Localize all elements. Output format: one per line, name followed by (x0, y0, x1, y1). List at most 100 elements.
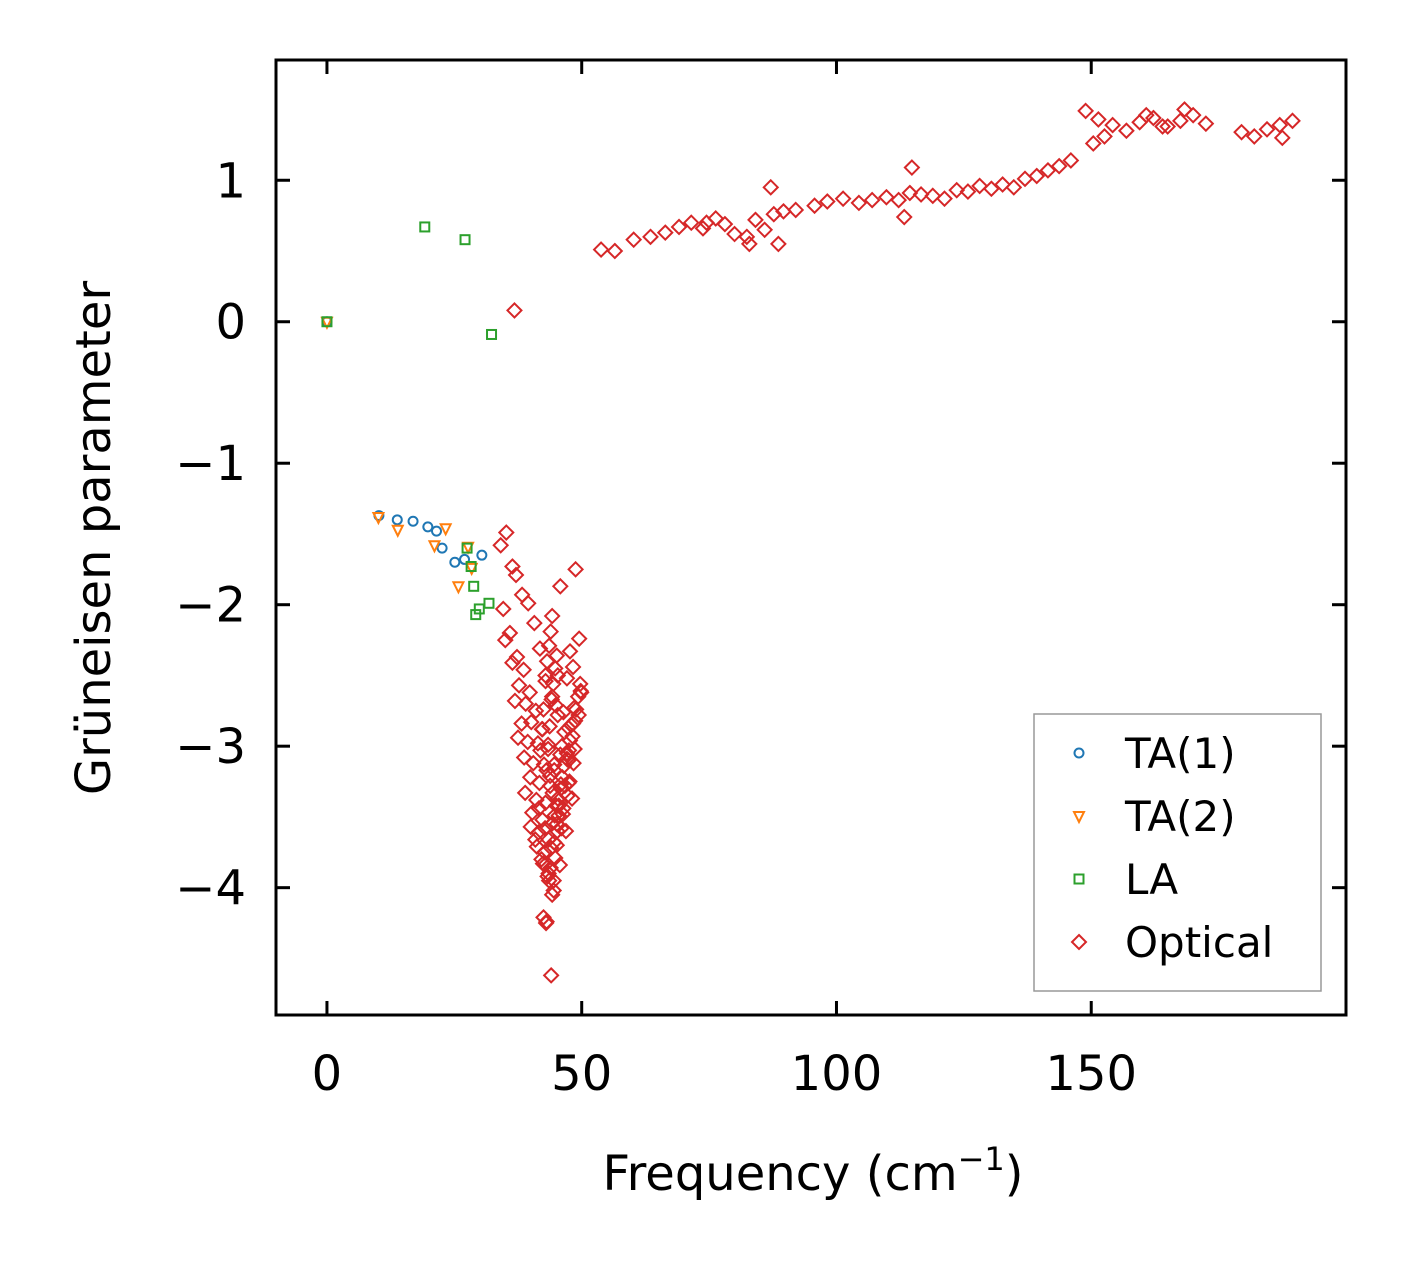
data-point (625, 231, 643, 249)
data-point (519, 594, 537, 612)
data-point (526, 831, 544, 848)
data-point (542, 839, 560, 857)
data-point (567, 700, 585, 718)
data-point (522, 818, 540, 836)
data-point (522, 713, 540, 731)
data-point (531, 640, 549, 657)
data-point (554, 800, 572, 817)
data-point (1005, 178, 1023, 196)
legend-marker (1073, 747, 1085, 759)
data-point (501, 624, 519, 642)
data-point (523, 804, 541, 822)
data-point (461, 542, 473, 554)
data-point (1273, 129, 1291, 147)
data-point (775, 202, 792, 220)
x-axis-label-main: Frequency (cm (602, 1146, 957, 1202)
y-axis-label: Grüneisen parameter (66, 281, 122, 796)
data-point (436, 542, 448, 554)
data-point (470, 609, 482, 621)
data-point (422, 521, 434, 533)
data-point (510, 676, 528, 694)
data-point (527, 791, 545, 809)
data-point (912, 185, 930, 203)
data-point (561, 642, 579, 660)
data-point (537, 914, 555, 932)
data-point (459, 234, 471, 246)
data-points (320, 101, 1301, 984)
axis-ticks: 0 50 100 150 1 0 −1 −2 −3 −4 (175, 60, 1346, 1102)
data-point (559, 787, 576, 805)
legend: TA(1) TA(2) LA Optical (1033, 713, 1322, 992)
data-point (863, 191, 881, 209)
data-point (1137, 106, 1155, 124)
data-point (1028, 167, 1046, 185)
data-point (1084, 135, 1102, 152)
data-point (321, 316, 333, 328)
data-point (1039, 161, 1057, 179)
data-point (536, 819, 554, 837)
data-point (515, 749, 533, 766)
data-point (756, 221, 774, 239)
data-point (496, 631, 514, 649)
data-point (994, 176, 1011, 193)
data-point (552, 775, 570, 793)
data-point (546, 807, 564, 824)
data-point (747, 211, 764, 229)
data-point (549, 790, 567, 807)
legend-label: LA (1125, 855, 1178, 904)
data-point (516, 784, 534, 802)
plot-frame (274, 58, 1348, 1017)
data-point (569, 688, 587, 706)
data-point (1171, 112, 1189, 130)
data-point (534, 811, 551, 829)
data-point (558, 669, 576, 687)
data-point (1050, 157, 1068, 175)
data-point (391, 524, 405, 538)
data-point (877, 188, 895, 206)
data-point (533, 850, 550, 868)
data-point (545, 882, 563, 899)
data-point (504, 654, 521, 672)
data-point (551, 577, 569, 595)
data-point (543, 607, 561, 625)
data-point (539, 736, 557, 754)
data-point (525, 614, 543, 632)
data-point (513, 715, 531, 732)
data-point (391, 514, 403, 526)
x-axis-label-end: ) (1005, 1146, 1024, 1202)
x-tick-label: 150 (1045, 1046, 1137, 1102)
y-tick-label: −1 (175, 436, 246, 492)
data-point (509, 729, 527, 747)
data-point (371, 511, 386, 526)
data-point (486, 328, 498, 340)
data-point (1159, 118, 1177, 135)
x-tick-label: 50 (551, 1046, 612, 1102)
data-point (545, 756, 563, 773)
data-point (535, 908, 552, 926)
x-tick-label: 100 (791, 1046, 883, 1102)
data-point (548, 647, 566, 665)
data-point (1245, 127, 1263, 145)
data-point (738, 228, 756, 246)
data-point (549, 706, 567, 724)
data-point (606, 242, 624, 260)
data-point (449, 556, 461, 568)
data-point (543, 691, 561, 708)
data-point (1154, 118, 1171, 135)
data-point (427, 540, 442, 554)
legend-label: Optical (1125, 918, 1273, 967)
data-point (818, 193, 836, 210)
x-axis-label: Frequency (cm−1) (602, 1140, 1023, 1202)
data-point (903, 159, 921, 176)
data-point (570, 630, 588, 648)
data-point (492, 536, 510, 554)
data-point (431, 525, 442, 537)
data-point (506, 692, 524, 710)
data-point (895, 208, 913, 226)
data-point (540, 831, 558, 848)
data-point (419, 221, 431, 233)
data-point (762, 178, 780, 196)
data-point (682, 214, 700, 232)
data-point (707, 210, 725, 227)
